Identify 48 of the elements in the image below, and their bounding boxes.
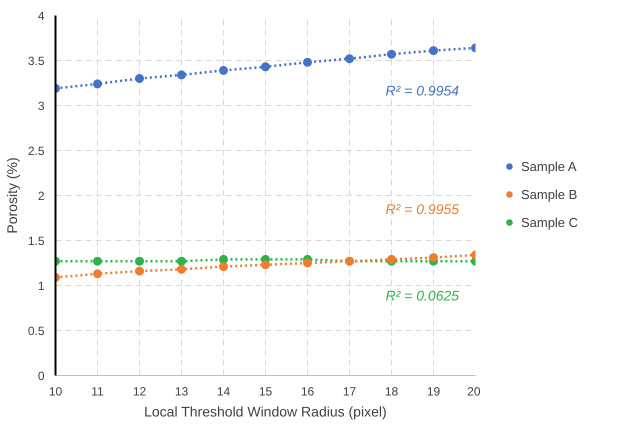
point <box>93 269 102 278</box>
point <box>429 253 438 262</box>
point <box>177 264 186 274</box>
point <box>303 58 312 67</box>
legend-label: Sample B <box>520 186 578 202</box>
point <box>219 66 228 75</box>
annotation: R² = 0.9954 <box>386 82 460 98</box>
y-axis-title: Porosity (%) <box>4 157 20 234</box>
y-tick-label: 3.5 <box>28 54 45 68</box>
x-tick-label: 15 <box>258 384 272 398</box>
point <box>387 50 396 59</box>
y-tick-label: 0.5 <box>28 324 45 338</box>
point <box>303 258 312 268</box>
point <box>135 266 144 276</box>
point <box>261 260 270 270</box>
x-tick-label: 11 <box>91 384 104 398</box>
x-tick-label: 12 <box>132 384 146 398</box>
y-tick-label: 1.5 <box>28 234 45 248</box>
x-tick-label: 10 <box>48 384 62 398</box>
y-tick-label: 3 <box>38 99 45 113</box>
point <box>429 46 438 56</box>
point <box>219 254 228 264</box>
x-axis-title: Local Threshold Window Radius (pixel) <box>144 404 387 420</box>
x-tick-label: 17 <box>342 384 356 398</box>
y-tick-label: 2 <box>38 189 45 203</box>
y-tick-label: 2.5 <box>28 144 45 158</box>
legend-label: Sample C <box>520 214 578 230</box>
point <box>135 74 144 83</box>
point <box>345 54 354 64</box>
annotation: R² = 0.9955 <box>386 201 460 218</box>
y-tick-label: 4 <box>38 9 45 23</box>
x-tick-label: 14 <box>216 384 230 398</box>
point <box>135 256 144 266</box>
x-tick-label: 16 <box>300 384 314 398</box>
annotation: R² = 0.0625 <box>386 288 460 304</box>
point <box>177 256 186 266</box>
x-tick-label: 18 <box>384 384 398 398</box>
y-tick-label: 0 <box>38 369 45 383</box>
x-tick-label: 13 <box>174 384 188 398</box>
point <box>93 256 102 266</box>
x-tick-label: 19 <box>426 384 440 398</box>
point <box>177 70 186 80</box>
point <box>261 62 270 72</box>
point <box>219 262 228 272</box>
point <box>93 79 102 88</box>
legend-label: Sample A <box>520 158 577 174</box>
x-tick-label: 20 <box>467 384 481 398</box>
y-tick-label: 1 <box>38 279 45 293</box>
